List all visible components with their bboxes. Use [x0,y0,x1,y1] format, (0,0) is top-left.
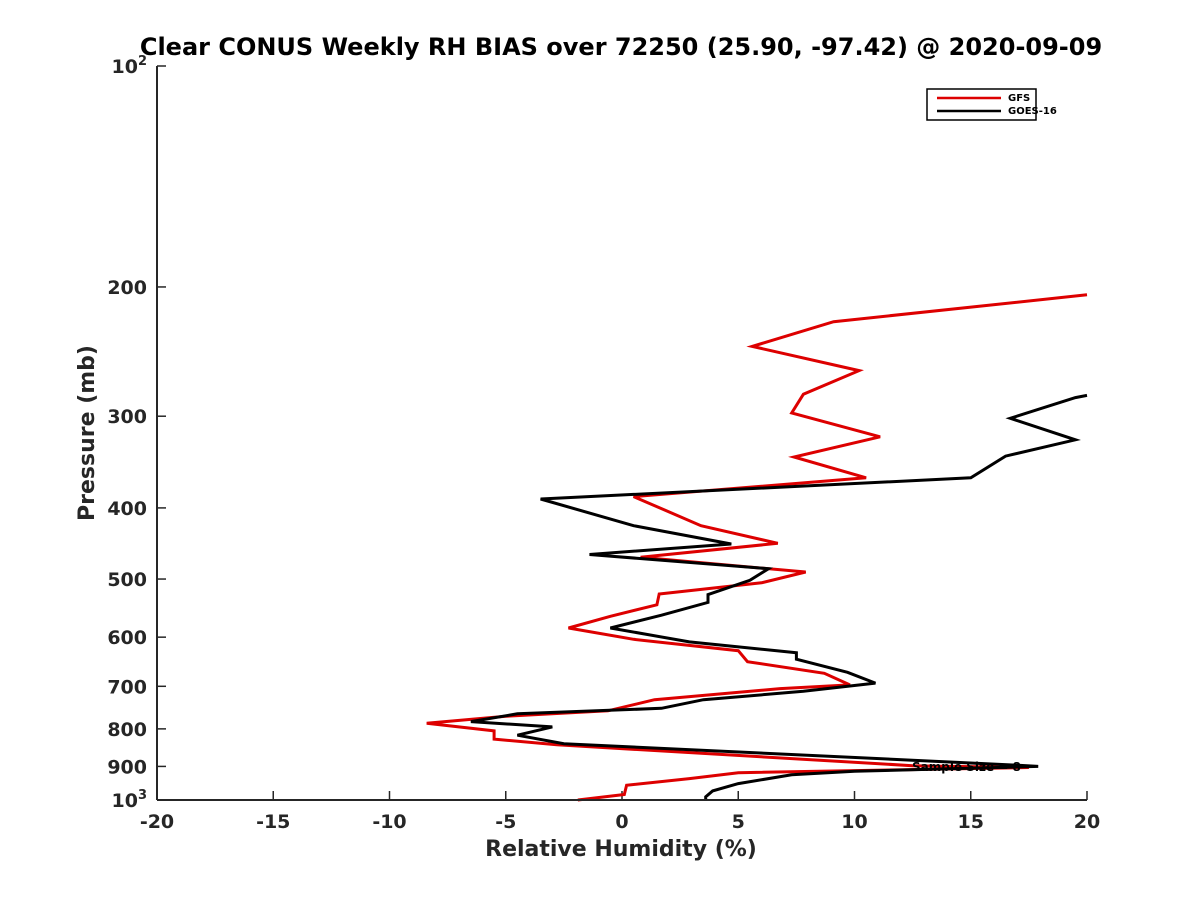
y-tick-label: 800 [107,719,147,741]
x-tick-label: 10 [841,811,867,833]
x-tick-label: 15 [958,811,984,833]
y-tick-label: 300 [107,406,147,428]
y-tick-label: 200 [107,277,147,299]
x-tick-label: -10 [372,811,406,833]
sample-size-annotation: Sample Size = 8 [912,760,1021,774]
legend-label-gfs: GFS [1008,93,1030,104]
series-line-goes16 [470,393,1088,800]
x-tick-label: 5 [732,811,745,833]
y-tick-label: 700 [107,676,147,698]
x-tick-label: -5 [495,811,516,833]
x-axis-label: Relative Humidity (%) [485,837,757,862]
chart-title: Clear CONUS Weekly RH BIAS over 72250 (2… [140,33,1102,61]
axis-ticks: -20 -15 -10 -5 0 5 10 15 20 102 200 300 400 500 600 700… [107,54,1100,833]
x-tick-label: 20 [1074,811,1100,833]
y-axis-label: Pressure (mb) [75,345,100,521]
y-tick-label: 600 [107,627,147,649]
y-tick-label: 900 [107,756,147,778]
series-lines [426,293,1088,802]
x-tick-label: 0 [615,811,628,833]
y-tick-label: 500 [107,569,147,591]
x-tick-label: -15 [256,811,290,833]
legend: GFS GOES-16 [926,88,1057,121]
x-tick-label: -20 [140,811,174,833]
y-tick-label: 400 [107,498,147,520]
series-line-gfs [426,293,1088,802]
y-tick-label: 103 [112,788,148,812]
legend-label-goes16: GOES-16 [1008,106,1057,117]
legend-box [926,88,1037,121]
y-tick-label: 102 [112,54,148,78]
